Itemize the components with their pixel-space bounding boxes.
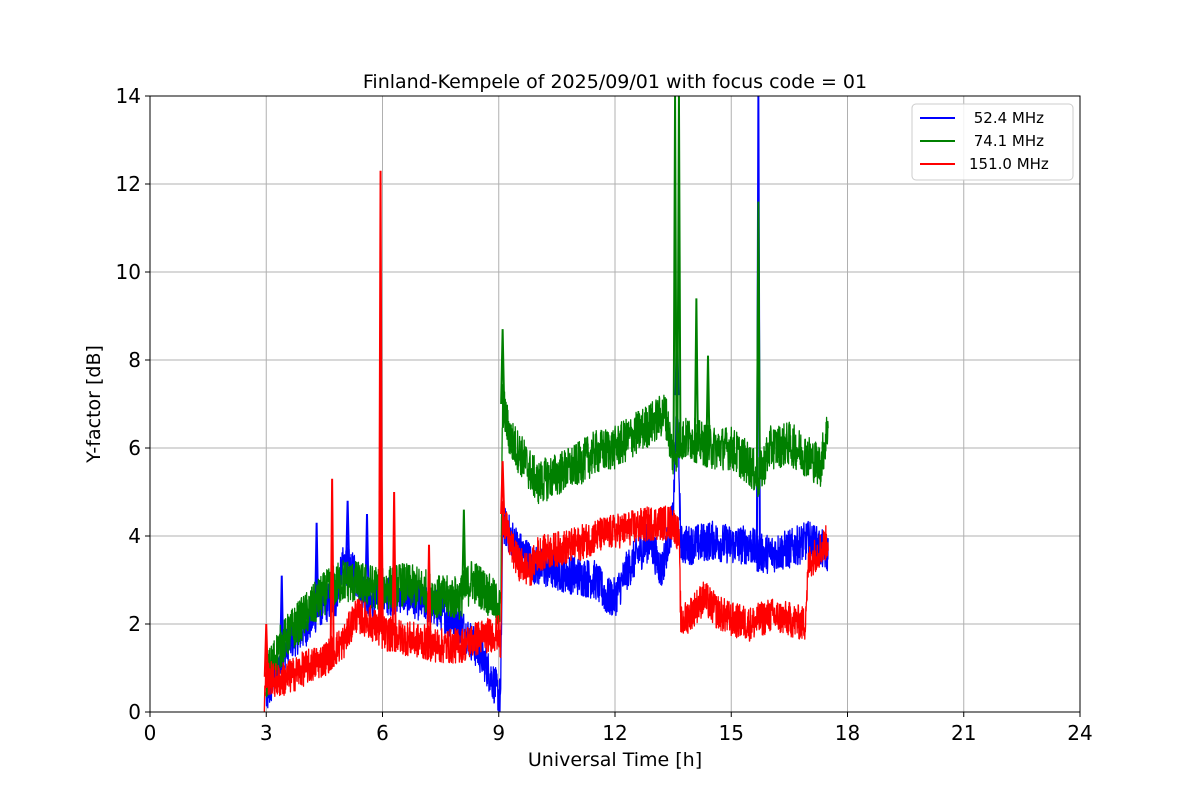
series-spike-1	[672, 96, 678, 453]
y-tick-label: 0	[128, 700, 141, 724]
y-tick-label: 6	[128, 436, 141, 460]
y-tick-label: 14	[116, 84, 141, 108]
series-spike-2	[426, 544, 432, 644]
x-tick-label: 12	[602, 721, 627, 745]
x-tick-label: 24	[1067, 721, 1092, 745]
x-tick-label: 9	[492, 721, 505, 745]
x-axis-label: Universal Time [h]	[528, 749, 702, 771]
series-spike-0	[314, 522, 320, 612]
series-spike-1	[500, 329, 506, 405]
y-tick-label: 12	[116, 172, 141, 196]
x-tick-label: 3	[260, 721, 273, 745]
series-spike-0	[345, 500, 351, 567]
series-spike-1	[461, 509, 467, 592]
y-tick-label: 2	[128, 612, 141, 636]
y-tick-label: 8	[128, 348, 141, 372]
legend-label-52-4: 52.4 MHz	[969, 109, 1044, 127]
x-tick-label: 18	[835, 721, 860, 745]
series-line-1	[265, 384, 829, 698]
legend-label-151-0: 151.0 MHz	[969, 155, 1049, 173]
series-spike-1	[705, 355, 711, 447]
x-tick-label: 21	[951, 721, 976, 745]
series-spike-2	[500, 461, 506, 515]
y-axis-label: Y-factor [dB]	[83, 345, 105, 464]
y-tick-label: 10	[116, 260, 141, 284]
series-spike-2	[378, 456, 384, 632]
series-spike-2	[263, 623, 269, 677]
series-line-2	[263, 501, 829, 712]
series-spike-1	[693, 298, 699, 441]
series-spike-2	[329, 478, 335, 653]
y-tick-label: 4	[128, 524, 141, 548]
chart-title: Finland-Kempele of 2025/09/01 with focus…	[363, 71, 867, 93]
x-tick-label: 0	[144, 721, 157, 745]
legend-label-74-1: 74.1 MHz	[969, 132, 1044, 150]
series-spike-1	[676, 96, 682, 444]
series-spike-2	[391, 491, 397, 636]
series-lines	[263, 96, 829, 712]
x-tick-label: 6	[376, 721, 389, 745]
legend-box	[911, 103, 1074, 181]
x-tick-label: 15	[719, 721, 744, 745]
legend: 52.4 MHz 74.1 MHz 151.0 MHz	[911, 103, 1074, 181]
series-spike-1	[755, 201, 761, 479]
